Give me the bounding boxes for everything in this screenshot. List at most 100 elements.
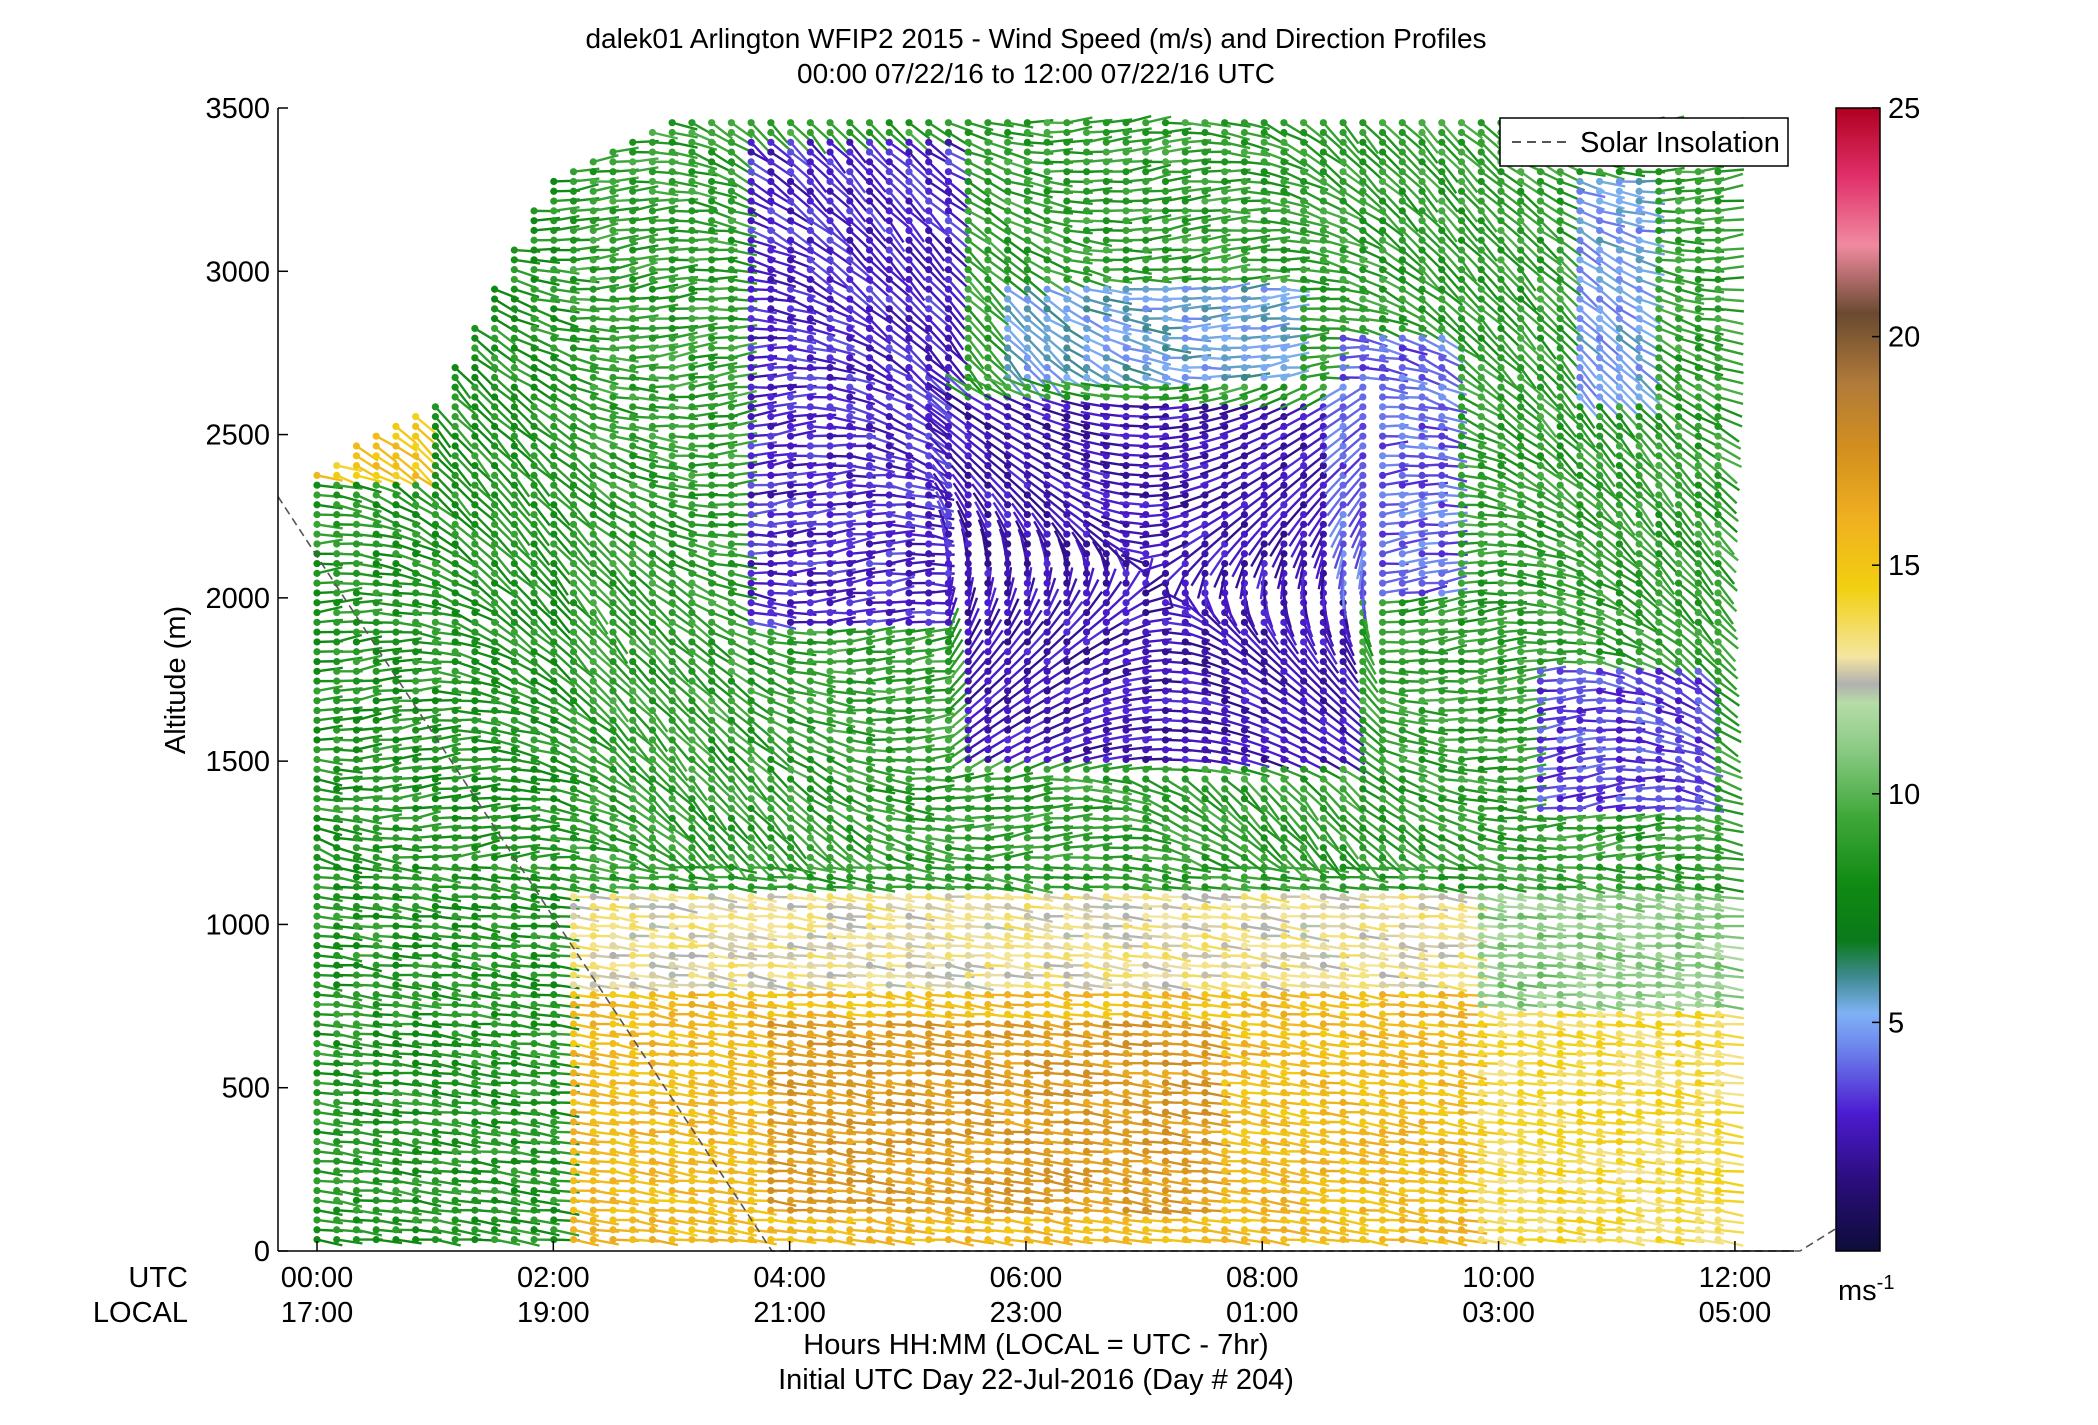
wind-barb-point xyxy=(471,432,479,440)
wind-barb-point xyxy=(747,785,755,793)
wind-barb-point xyxy=(372,1206,380,1214)
wind-barb-point xyxy=(451,628,459,636)
wind-barb-point xyxy=(629,324,637,333)
wind-barb-point xyxy=(431,726,439,734)
wind-barb-point xyxy=(708,364,716,372)
wind-barb-point xyxy=(767,217,775,225)
wind-barb-point xyxy=(530,393,538,401)
wind-barb-point xyxy=(530,981,538,989)
wind-barb-point xyxy=(767,1079,775,1087)
wind-barb-point xyxy=(510,432,518,440)
wind-barb-point xyxy=(313,1118,321,1126)
wind-barb-point xyxy=(490,912,499,920)
wind-barb-point xyxy=(589,324,597,333)
wind-barb-point xyxy=(392,1216,400,1224)
wind-barb-point xyxy=(530,1137,538,1146)
wind-barb-point xyxy=(471,628,479,636)
wind-barb-point xyxy=(589,481,597,489)
wind-barb-point xyxy=(648,383,657,391)
wind-barb-shaft xyxy=(473,445,494,466)
wind-barb-shaft xyxy=(395,1179,422,1187)
wind-barb-shaft xyxy=(336,856,363,864)
wind-barb-point xyxy=(668,902,676,911)
wind-barb-point xyxy=(609,481,617,489)
wind-barb-point xyxy=(431,746,439,754)
wind-barb-point xyxy=(727,648,735,656)
wind-barb-point xyxy=(412,1177,420,1185)
wind-barb-point xyxy=(372,706,380,715)
wind-barb-point xyxy=(333,461,341,470)
wind-barb-point xyxy=(451,804,459,813)
wind-barb-point xyxy=(510,942,518,950)
wind-barb-point xyxy=(431,1216,439,1224)
wind-barb-point xyxy=(333,942,341,950)
wind-barb-point xyxy=(589,491,597,499)
wind-barb-point xyxy=(530,814,538,822)
wind-barb-point xyxy=(550,736,558,744)
wind-barb-point xyxy=(412,1020,420,1028)
wind-barb-point xyxy=(431,814,439,822)
wind-barb-point xyxy=(352,912,361,920)
wind-barb-shaft xyxy=(395,915,422,923)
wind-barb-point xyxy=(431,403,439,411)
wind-barb-point xyxy=(786,893,795,901)
wind-barb-point xyxy=(471,883,479,891)
wind-barb-point xyxy=(530,1147,538,1155)
wind-barb-point xyxy=(648,991,657,999)
wind-barb-point xyxy=(569,628,578,636)
wind-barb-point xyxy=(589,795,597,803)
wind-barb-point xyxy=(569,334,578,342)
wind-barb-point xyxy=(708,657,716,666)
wind-barb-point xyxy=(392,912,400,920)
wind-barb-point xyxy=(530,932,538,940)
wind-barb-point xyxy=(629,1049,637,1058)
wind-barb-point xyxy=(688,893,696,901)
wind-barb-point xyxy=(668,736,676,744)
wind-barb-point xyxy=(747,236,755,244)
wind-barb-point xyxy=(510,746,518,754)
wind-barb-point xyxy=(668,354,676,362)
wind-barb-point xyxy=(786,1059,795,1067)
wind-barb-point xyxy=(530,471,538,479)
wind-barb-point xyxy=(333,530,341,538)
wind-barb-point xyxy=(451,618,459,626)
wind-barb-point xyxy=(431,677,439,685)
wind-barb-point xyxy=(668,1059,676,1067)
wind-barb-point xyxy=(708,501,716,509)
wind-barb-point xyxy=(708,324,716,333)
wind-barb-point xyxy=(589,589,597,597)
wind-barb-point xyxy=(747,550,755,558)
wind-barb-shaft xyxy=(435,895,462,903)
wind-barb-point xyxy=(589,383,597,391)
wind-barb-point xyxy=(629,422,637,431)
wind-barb-point xyxy=(609,177,617,186)
wind-barb-point xyxy=(333,628,341,636)
wind-barb-point xyxy=(786,1098,795,1107)
wind-barb-point xyxy=(609,844,617,852)
wind-barb-point xyxy=(490,1216,499,1224)
wind-barb-point xyxy=(471,814,479,822)
wind-barb-shaft xyxy=(435,611,462,619)
wind-barb-point xyxy=(727,1206,735,1214)
wind-barb-point xyxy=(668,324,676,333)
wind-barb-point xyxy=(372,471,380,479)
wind-barb-point xyxy=(688,324,696,333)
wind-barb-point xyxy=(412,873,420,881)
wind-barb-point xyxy=(668,1108,676,1116)
wind-barb-shaft xyxy=(474,337,496,357)
wind-barb-point xyxy=(530,1089,538,1097)
wind-barb-point xyxy=(412,844,420,852)
wind-barb-point xyxy=(451,981,459,989)
wind-barb-point xyxy=(688,1235,696,1244)
wind-barb-point xyxy=(609,354,617,362)
wind-barb-point xyxy=(431,1167,439,1175)
wind-barb-point xyxy=(490,746,499,754)
wind-barb-point xyxy=(392,1098,400,1107)
wind-barb-point xyxy=(510,422,518,431)
wind-barb-shaft xyxy=(395,934,422,942)
wind-barb-shaft xyxy=(435,1052,462,1059)
wind-barb-point xyxy=(747,1098,755,1107)
wind-barb-point xyxy=(727,334,735,342)
wind-barb-point xyxy=(688,550,696,558)
wind-barb-point xyxy=(313,628,321,636)
